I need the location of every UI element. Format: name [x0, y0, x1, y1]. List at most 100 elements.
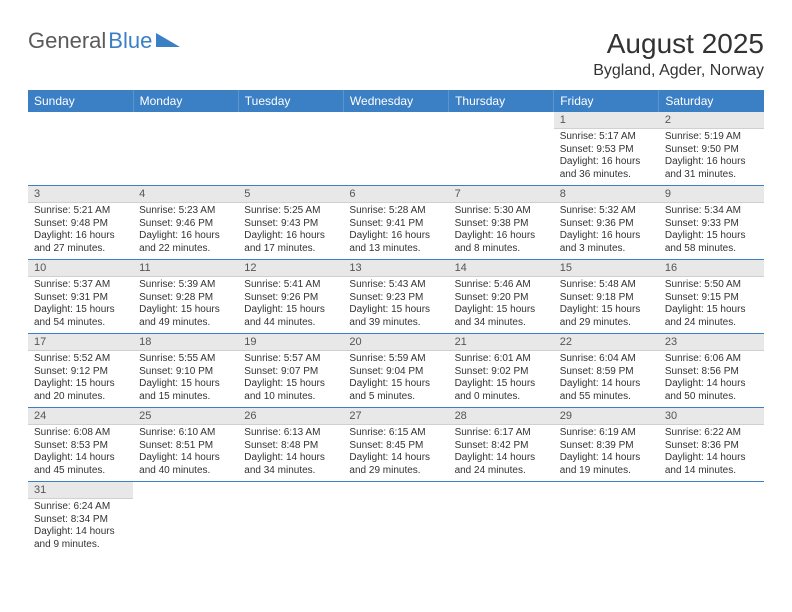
sunrise-text: Sunrise: 5:34 AM	[665, 205, 758, 218]
daylight-text: Daylight: 16 hours and 13 minutes.	[349, 230, 442, 255]
daylight-text: Daylight: 15 hours and 5 minutes.	[349, 378, 442, 403]
calendar-day-cell	[343, 482, 448, 556]
day-content: Sunrise: 6:04 AMSunset: 8:59 PMDaylight:…	[554, 351, 659, 407]
sunset-text: Sunset: 9:07 PM	[244, 366, 337, 379]
sunset-text: Sunset: 8:45 PM	[349, 440, 442, 453]
location-subtitle: Bygland, Agder, Norway	[593, 62, 764, 80]
calendar-day-cell: 25Sunrise: 6:10 AMSunset: 8:51 PMDayligh…	[133, 408, 238, 482]
sunset-text: Sunset: 8:48 PM	[244, 440, 337, 453]
calendar-week-row: 31Sunrise: 6:24 AMSunset: 8:34 PMDayligh…	[28, 482, 764, 556]
day-number: 24	[28, 408, 133, 425]
daylight-text: Daylight: 14 hours and 50 minutes.	[665, 378, 758, 403]
sunset-text: Sunset: 9:18 PM	[560, 292, 653, 305]
daylight-text: Daylight: 14 hours and 40 minutes.	[139, 452, 232, 477]
day-number: 28	[449, 408, 554, 425]
calendar-day-cell	[659, 482, 764, 556]
calendar-day-cell: 21Sunrise: 6:01 AMSunset: 9:02 PMDayligh…	[449, 334, 554, 408]
sunrise-text: Sunrise: 5:55 AM	[139, 353, 232, 366]
logo-flag-icon	[156, 33, 180, 47]
sunset-text: Sunset: 9:53 PM	[560, 144, 653, 157]
sunset-text: Sunset: 8:51 PM	[139, 440, 232, 453]
daylight-text: Daylight: 15 hours and 34 minutes.	[455, 304, 548, 329]
day-number: 26	[238, 408, 343, 425]
day-number: 16	[659, 260, 764, 277]
day-number: 31	[28, 482, 133, 499]
day-content: Sunrise: 5:57 AMSunset: 9:07 PMDaylight:…	[238, 351, 343, 407]
sunrise-text: Sunrise: 5:21 AM	[34, 205, 127, 218]
daylight-text: Daylight: 15 hours and 49 minutes.	[139, 304, 232, 329]
day-content: Sunrise: 5:28 AMSunset: 9:41 PMDaylight:…	[343, 203, 448, 259]
sunset-text: Sunset: 9:23 PM	[349, 292, 442, 305]
calendar-week-row: 10Sunrise: 5:37 AMSunset: 9:31 PMDayligh…	[28, 260, 764, 334]
day-number: 23	[659, 334, 764, 351]
sunrise-text: Sunrise: 5:19 AM	[665, 131, 758, 144]
day-number: 5	[238, 186, 343, 203]
day-number: 19	[238, 334, 343, 351]
calendar-day-cell	[238, 112, 343, 186]
day-content: Sunrise: 6:22 AMSunset: 8:36 PMDaylight:…	[659, 425, 764, 481]
day-number: 9	[659, 186, 764, 203]
calendar-day-cell: 4Sunrise: 5:23 AMSunset: 9:46 PMDaylight…	[133, 186, 238, 260]
calendar-day-cell: 31Sunrise: 6:24 AMSunset: 8:34 PMDayligh…	[28, 482, 133, 556]
calendar-day-cell: 16Sunrise: 5:50 AMSunset: 9:15 PMDayligh…	[659, 260, 764, 334]
day-header: Saturday	[659, 90, 764, 112]
calendar-day-cell: 27Sunrise: 6:15 AMSunset: 8:45 PMDayligh…	[343, 408, 448, 482]
day-number: 7	[449, 186, 554, 203]
day-content: Sunrise: 5:37 AMSunset: 9:31 PMDaylight:…	[28, 277, 133, 333]
calendar-day-cell: 23Sunrise: 6:06 AMSunset: 8:56 PMDayligh…	[659, 334, 764, 408]
daylight-text: Daylight: 16 hours and 17 minutes.	[244, 230, 337, 255]
day-number: 13	[343, 260, 448, 277]
sunrise-text: Sunrise: 5:57 AM	[244, 353, 337, 366]
day-header: Friday	[554, 90, 659, 112]
month-title: August 2025	[593, 28, 764, 60]
day-number	[133, 482, 238, 486]
sunset-text: Sunset: 8:56 PM	[665, 366, 758, 379]
sunrise-text: Sunrise: 6:04 AM	[560, 353, 653, 366]
calendar-body: 1Sunrise: 5:17 AMSunset: 9:53 PMDaylight…	[28, 112, 764, 555]
day-number	[554, 482, 659, 486]
sunset-text: Sunset: 8:36 PM	[665, 440, 758, 453]
calendar-table: Sunday Monday Tuesday Wednesday Thursday…	[28, 90, 764, 555]
sunrise-text: Sunrise: 5:48 AM	[560, 279, 653, 292]
day-number	[343, 482, 448, 486]
sunrise-text: Sunrise: 5:43 AM	[349, 279, 442, 292]
sunrise-text: Sunrise: 5:41 AM	[244, 279, 337, 292]
sunset-text: Sunset: 9:43 PM	[244, 218, 337, 231]
sunset-text: Sunset: 9:46 PM	[139, 218, 232, 231]
day-number: 15	[554, 260, 659, 277]
day-number	[133, 112, 238, 116]
day-number: 4	[133, 186, 238, 203]
calendar-day-cell: 19Sunrise: 5:57 AMSunset: 9:07 PMDayligh…	[238, 334, 343, 408]
day-number	[238, 112, 343, 116]
logo: General Blue	[28, 28, 180, 54]
day-content: Sunrise: 5:41 AMSunset: 9:26 PMDaylight:…	[238, 277, 343, 333]
day-number	[238, 482, 343, 486]
sunset-text: Sunset: 8:39 PM	[560, 440, 653, 453]
day-number: 25	[133, 408, 238, 425]
sunrise-text: Sunrise: 6:22 AM	[665, 427, 758, 440]
day-content: Sunrise: 5:59 AMSunset: 9:04 PMDaylight:…	[343, 351, 448, 407]
daylight-text: Daylight: 16 hours and 22 minutes.	[139, 230, 232, 255]
day-content: Sunrise: 6:10 AMSunset: 8:51 PMDaylight:…	[133, 425, 238, 481]
day-number	[449, 482, 554, 486]
day-content: Sunrise: 6:01 AMSunset: 9:02 PMDaylight:…	[449, 351, 554, 407]
daylight-text: Daylight: 16 hours and 31 minutes.	[665, 156, 758, 181]
day-content: Sunrise: 5:30 AMSunset: 9:38 PMDaylight:…	[449, 203, 554, 259]
day-content: Sunrise: 6:24 AMSunset: 8:34 PMDaylight:…	[28, 499, 133, 555]
day-number: 30	[659, 408, 764, 425]
day-content: Sunrise: 5:34 AMSunset: 9:33 PMDaylight:…	[659, 203, 764, 259]
daylight-text: Daylight: 16 hours and 27 minutes.	[34, 230, 127, 255]
calendar-day-cell: 8Sunrise: 5:32 AMSunset: 9:36 PMDaylight…	[554, 186, 659, 260]
sunrise-text: Sunrise: 6:08 AM	[34, 427, 127, 440]
calendar-day-cell: 6Sunrise: 5:28 AMSunset: 9:41 PMDaylight…	[343, 186, 448, 260]
day-content: Sunrise: 6:19 AMSunset: 8:39 PMDaylight:…	[554, 425, 659, 481]
day-content: Sunrise: 6:13 AMSunset: 8:48 PMDaylight:…	[238, 425, 343, 481]
calendar-day-cell: 17Sunrise: 5:52 AMSunset: 9:12 PMDayligh…	[28, 334, 133, 408]
sunrise-text: Sunrise: 5:59 AM	[349, 353, 442, 366]
day-content: Sunrise: 5:55 AMSunset: 9:10 PMDaylight:…	[133, 351, 238, 407]
sunset-text: Sunset: 9:20 PM	[455, 292, 548, 305]
daylight-text: Daylight: 14 hours and 14 minutes.	[665, 452, 758, 477]
calendar-day-cell: 1Sunrise: 5:17 AMSunset: 9:53 PMDaylight…	[554, 112, 659, 186]
calendar-day-cell	[449, 482, 554, 556]
sunrise-text: Sunrise: 6:10 AM	[139, 427, 232, 440]
